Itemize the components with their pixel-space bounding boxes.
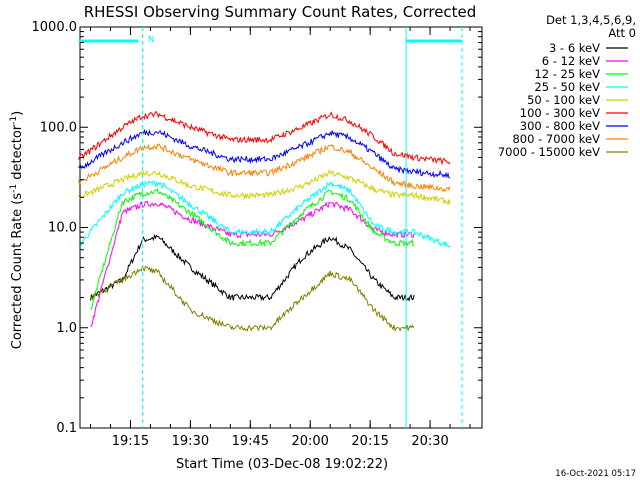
x-axis: 19:15 19:30 19:45 20:00 20:15 20:30 <box>90 27 471 449</box>
marker-layer <box>78 27 463 428</box>
plot-frame <box>79 26 483 429</box>
series-line <box>78 169 451 207</box>
legend-label: 6 - 12 keV <box>542 54 600 68</box>
series-line <box>90 233 415 302</box>
series-line <box>78 143 451 193</box>
y-axis-label: Corrected Count Rate (s-1 detector-1) <box>9 111 25 349</box>
series-line <box>90 188 415 310</box>
y-tick-label: 1000.0 <box>32 20 78 35</box>
series-line <box>78 179 451 248</box>
y-axis-label-part1: Corrected Count Rate (s <box>10 193 25 350</box>
legend-header-line1: Det 1,3,4,5,6,9, <box>546 13 636 27</box>
x-tick-label: 19:30 <box>172 434 209 449</box>
x-tick-label: 20:00 <box>291 434 328 449</box>
series-line <box>90 265 415 332</box>
x-tick-label: 19:15 <box>112 434 149 449</box>
series-line <box>78 110 451 166</box>
y-axis-label-part3: ) <box>10 111 25 116</box>
legend-label: 100 - 300 keV <box>520 106 600 120</box>
legend-label: 50 - 100 keV <box>527 93 600 107</box>
x-tick-label: 19:45 <box>232 434 269 449</box>
legend-label: 300 - 800 keV <box>520 119 600 133</box>
legend-label: 3 - 6 keV <box>549 41 600 55</box>
footer-timestamp: 16-Oct-2021 05:17 <box>555 469 636 479</box>
x-tick-label: 20:15 <box>351 434 388 449</box>
legend-label: 25 - 50 keV <box>534 80 600 94</box>
series-line <box>78 128 451 179</box>
y-axis-label-part2: detector <box>10 124 25 184</box>
y-tick-label: 10.0 <box>48 221 77 236</box>
x-tick-label: 20:30 <box>411 434 448 449</box>
legend-label: 800 - 7000 keV <box>512 132 600 146</box>
y-axis: 0.1 1.0 10.0 100.0 1000.0 <box>32 20 482 436</box>
y-axis-label-sup2: -1 <box>9 116 19 125</box>
legend-label: 7000 - 15000 keV <box>498 145 600 159</box>
y-tick-label: 100.0 <box>40 120 77 135</box>
y-tick-label: 0.1 <box>56 421 77 436</box>
y-tick-label: 1.0 <box>56 321 77 336</box>
y-axis-label-sup1: -1 <box>9 184 19 193</box>
series-layer <box>78 110 451 332</box>
legend-label: 12 - 25 keV <box>534 67 600 81</box>
flag-label: N <box>148 35 154 45</box>
series-line <box>90 200 415 327</box>
legend-header-line2: Att 0 <box>608 26 636 40</box>
x-axis-label: Start Time (03-Dec-08 19:02:22) <box>176 457 388 472</box>
chart-title: RHESSI Observing Summary Count Rates, Co… <box>84 3 477 21</box>
